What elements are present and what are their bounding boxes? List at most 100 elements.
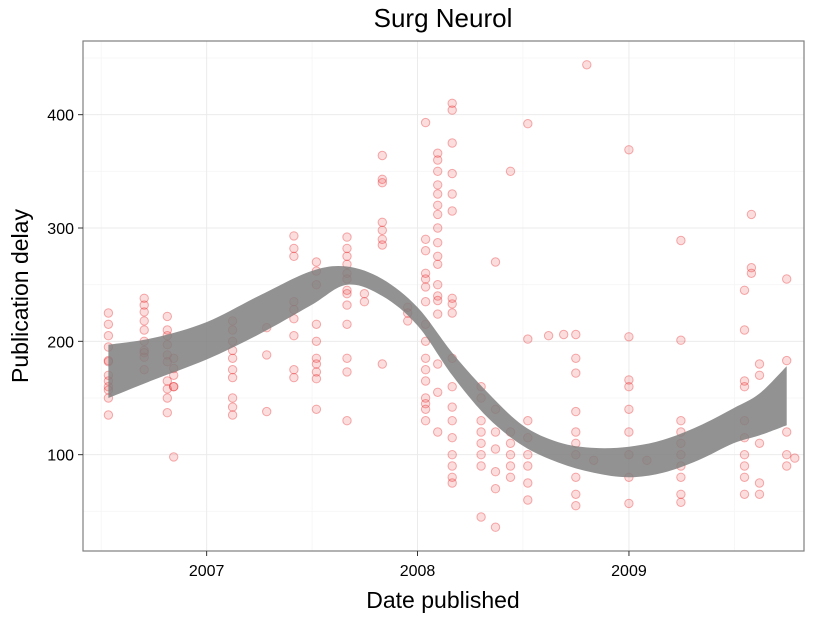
data-point [103,410,114,420]
data-point [447,450,457,460]
data-point [739,489,750,499]
data-point [139,300,149,310]
data-point [505,461,516,471]
data-point [342,353,352,363]
data-point [420,393,431,403]
data-point [505,450,516,460]
data-point [227,353,238,363]
data-point [289,365,299,375]
data-point [342,243,352,254]
data-point [523,495,533,505]
data-point [342,232,352,242]
data-point [433,295,443,306]
data-point [624,332,634,342]
data-point [420,117,431,128]
data-point [433,280,443,290]
data-point [571,472,581,482]
x-tick-label: 2009 [611,563,647,580]
data-point [433,166,443,177]
data-point [754,489,765,499]
data-point [311,257,322,267]
data-point [169,382,179,392]
y-axis: 100 200 300 400 [47,108,83,465]
data-point [447,189,457,199]
data-point [490,444,501,454]
data-point [262,406,272,417]
data-point [476,438,486,448]
data-point [624,427,634,437]
data-point [505,166,516,177]
data-point [754,359,765,369]
data-point [582,60,592,70]
data-point [624,382,634,392]
data-point [624,145,634,155]
x-tick-label: 2008 [400,563,436,580]
data-point [739,461,750,471]
data-point [782,355,792,366]
data-point [420,297,431,307]
data-point [476,427,486,437]
data-point [447,138,457,148]
data-point [746,209,757,220]
data-point [377,217,387,228]
data-point [420,274,431,284]
data-point [342,367,352,377]
data-point [447,472,457,482]
data-point [505,438,516,448]
data-point [342,251,352,261]
data-point [447,416,457,426]
data-point [447,206,457,216]
data-point [162,325,173,335]
data-point [311,353,322,363]
data-point [420,246,431,256]
data-point [505,472,516,482]
data-point [490,484,501,494]
data-point [162,408,173,418]
data-point [571,353,581,363]
data-point [433,359,443,369]
data-point [447,382,457,392]
data-point [103,319,114,329]
plot-border [82,40,805,552]
data-point [447,168,457,179]
data-point [476,512,486,522]
data-point [311,404,322,414]
smooth-confidence-band [108,265,787,478]
data-point [447,98,457,109]
data-point [433,387,443,397]
data-point [476,461,486,471]
data-point [420,234,431,245]
data-point [739,325,750,335]
chart-title: Surg Neurol [374,3,513,33]
data-point [162,384,173,394]
data-point [377,174,387,185]
data-point [289,243,299,254]
data-point [162,376,173,386]
data-point [289,372,299,383]
data-point [676,335,686,345]
data-point [420,282,431,292]
data-point [739,450,750,460]
data-point [676,472,686,482]
data-point [447,478,457,488]
data-point [262,350,272,360]
data-point [433,259,443,269]
data-point [447,308,457,318]
data-point [377,240,387,250]
data-point [377,225,387,236]
data-point [447,105,457,115]
data-point [433,223,443,233]
data-point [162,311,173,322]
data-point [523,416,533,426]
data-point [523,461,533,471]
data-point [227,410,238,420]
data-point [169,452,179,462]
data-point [543,331,554,341]
y-tick-label: 100 [47,448,74,465]
data-point [227,365,238,375]
data-point [739,285,750,295]
y-tick-label: 400 [47,108,74,125]
data-point [420,399,431,409]
x-tick-label: 2007 [189,563,225,580]
